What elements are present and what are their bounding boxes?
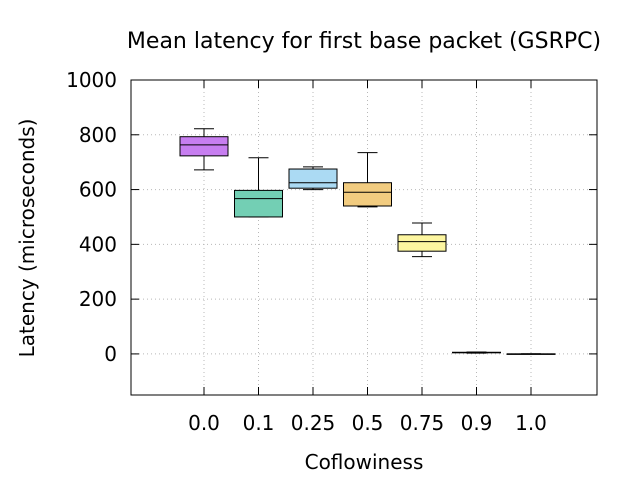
x-tick-label: 0.0: [188, 411, 220, 435]
y-tick-label: 800: [79, 123, 117, 147]
x-tick-label: 0.75: [400, 411, 445, 435]
x-axis-label: Coflowiness: [305, 450, 424, 474]
box-0.1: [234, 189, 283, 218]
y-tick-label: 200: [79, 287, 117, 311]
x-tick-label: 0.1: [243, 411, 275, 435]
x-tick-label: 0.5: [352, 411, 384, 435]
y-tick-label: 400: [79, 232, 117, 256]
y-tick-label: 0: [104, 342, 117, 366]
x-tick-label: 0.25: [291, 411, 336, 435]
y-tick-label: 600: [79, 178, 117, 202]
x-tick-label: 1.0: [515, 411, 547, 435]
box-0.0: [179, 136, 229, 157]
chart-title: Mean latency for first base packet (GSRP…: [127, 29, 601, 54]
y-tick-label: 1000: [66, 68, 117, 92]
x-tick-label: 0.9: [461, 411, 493, 435]
box-0.5: [343, 182, 392, 207]
plot-border: [130, 79, 598, 396]
y-axis-label: Latency (microseconds): [15, 119, 39, 358]
box-0.75: [397, 234, 447, 252]
box-0.25: [288, 168, 338, 189]
plot-area: 0 200 400 600 800 1000 0.0 0.1 0.25 0.5 0.75 0.9 1.0: [66, 68, 598, 435]
